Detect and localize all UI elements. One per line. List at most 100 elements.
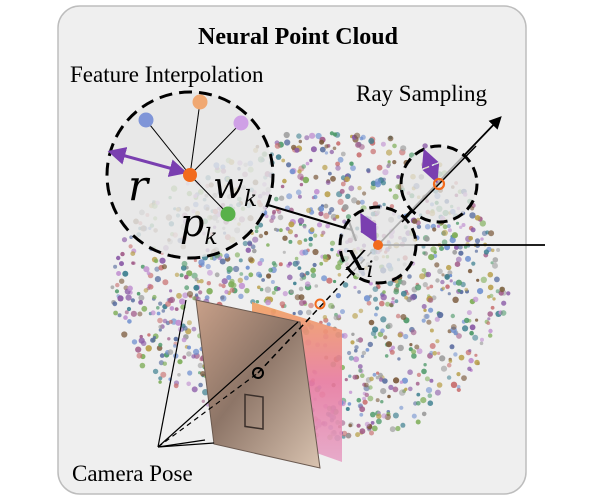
point-symbol: pk xyxy=(180,201,218,250)
cloud-point xyxy=(472,296,479,303)
cloud-point xyxy=(125,294,132,301)
cloud-point xyxy=(423,363,427,367)
radius-symbol: r xyxy=(128,161,151,210)
cloud-point xyxy=(382,202,386,207)
cloud-point xyxy=(456,387,461,392)
cloud-point xyxy=(278,262,283,267)
cloud-point xyxy=(400,314,407,320)
cloud-point xyxy=(335,214,340,219)
cloud-point xyxy=(348,185,355,192)
cloud-point xyxy=(410,329,417,336)
cloud-point xyxy=(429,284,434,289)
cloud-point xyxy=(158,380,162,384)
cloud-point xyxy=(428,307,434,313)
cloud-point xyxy=(476,278,480,282)
cloud-point xyxy=(254,225,259,230)
cloud-point xyxy=(492,297,496,301)
cloud-point xyxy=(287,274,293,281)
cloud-point xyxy=(340,181,346,187)
cloud-point xyxy=(143,288,149,293)
cloud-point xyxy=(298,300,305,306)
cloud-point xyxy=(138,300,144,305)
cloud-point xyxy=(121,331,128,338)
cloud-point xyxy=(326,322,331,327)
cloud-point xyxy=(272,211,276,215)
cloud-point xyxy=(448,359,453,363)
camera-pose-label: Camera Pose xyxy=(72,461,193,486)
cloud-point xyxy=(437,268,443,275)
cloud-point xyxy=(309,132,316,139)
cloud-point xyxy=(392,143,397,149)
cloud-point xyxy=(367,395,374,402)
cloud-point xyxy=(302,176,310,184)
cloud-point xyxy=(345,433,352,439)
cloud-point xyxy=(464,287,469,292)
cloud-point xyxy=(137,311,143,317)
cloud-point xyxy=(446,362,452,368)
cloud-point xyxy=(440,279,445,285)
cloud-point xyxy=(422,251,426,255)
cloud-point xyxy=(400,145,407,152)
cloud-point xyxy=(437,311,444,319)
cloud-point xyxy=(323,212,330,219)
cloud-point xyxy=(387,160,391,164)
cloud-point xyxy=(191,326,197,332)
cloud-point xyxy=(368,138,375,144)
cloud-point xyxy=(416,392,421,397)
cloud-point xyxy=(395,425,401,432)
weight-symbol: wk xyxy=(213,166,257,212)
cloud-point xyxy=(382,290,386,294)
cloud-point xyxy=(465,255,471,262)
cloud-point xyxy=(335,264,342,271)
cloud-point xyxy=(382,177,386,182)
cloud-point xyxy=(382,378,388,384)
cloud-point xyxy=(154,266,160,272)
cloud-point xyxy=(373,335,377,339)
cloud-point xyxy=(374,312,378,317)
cloud-point xyxy=(357,337,364,343)
cloud-point xyxy=(130,310,137,317)
cloud-point xyxy=(333,315,339,321)
cloud-point xyxy=(414,344,420,350)
cloud-point xyxy=(423,308,427,312)
cloud-point xyxy=(148,284,154,290)
cloud-point xyxy=(286,193,293,200)
cloud-point xyxy=(399,380,404,384)
cloud-point xyxy=(393,288,400,295)
cloud-point xyxy=(319,261,324,266)
cloud-point xyxy=(403,333,409,340)
cloud-point xyxy=(360,354,365,358)
cloud-point xyxy=(441,273,445,277)
camera-frustum xyxy=(157,299,299,448)
cloud-point xyxy=(169,289,173,293)
cloud-point xyxy=(127,319,132,324)
cloud-point xyxy=(157,317,163,324)
cloud-point xyxy=(158,324,163,329)
cloud-point xyxy=(205,263,211,270)
cloud-point xyxy=(237,277,243,283)
cloud-point xyxy=(439,246,444,251)
cloud-point xyxy=(387,162,391,167)
cloud-point xyxy=(459,225,463,229)
cloud-point xyxy=(310,272,317,279)
cloud-point xyxy=(488,333,493,338)
cloud-point xyxy=(336,141,341,146)
cloud-point xyxy=(454,261,461,268)
cloud-point xyxy=(376,164,383,171)
cloud-point xyxy=(340,309,345,315)
cloud-point xyxy=(364,382,369,388)
cloud-point xyxy=(297,266,302,270)
cloud-point xyxy=(198,382,203,388)
cloud-point xyxy=(247,240,253,246)
cloud-point xyxy=(468,236,474,241)
cloud-point xyxy=(421,368,427,375)
cloud-point xyxy=(381,413,387,419)
camera-image-planes xyxy=(195,299,342,469)
cloud-point xyxy=(415,284,422,291)
cloud-point xyxy=(365,348,370,352)
cloud-point xyxy=(427,297,434,303)
cloud-point xyxy=(348,390,353,394)
cloud-point xyxy=(245,265,250,270)
cloud-point xyxy=(264,286,272,293)
